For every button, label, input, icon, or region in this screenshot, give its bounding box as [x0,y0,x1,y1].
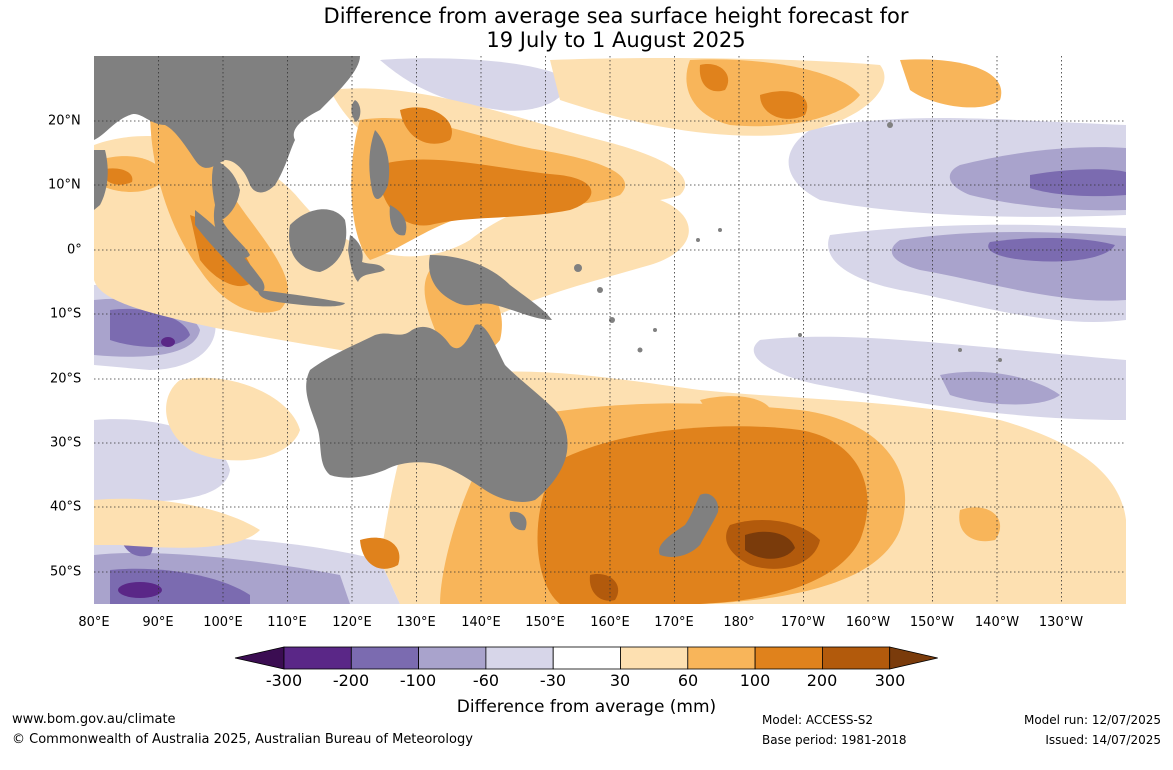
map-panel [94,56,1126,604]
colorbar-tick-label: 30 [609,671,631,690]
lon-label: 100°E [203,615,243,630]
colorbar-segment [350,646,419,670]
lon-label: 120°E [332,615,372,630]
colorbar-tick-label: -200 [332,671,370,690]
colorbar-segment [283,646,352,670]
footer-model-run: Model run: 12/07/2025 [1023,713,1161,727]
colorbar-segment [552,646,621,670]
colorbar-tick-label: -30 [539,671,567,690]
lat-label: 20°S [50,371,82,387]
colorbar-segment [620,646,689,670]
lat-label: 0° [67,242,82,258]
lon-label: 170°W [780,615,826,630]
lon-label: 140°W [974,615,1020,630]
lon-label: 170°E [654,615,694,630]
footer-model: Model: ACCESS-S2 [762,713,874,727]
lat-label: 30°S [50,435,82,451]
lon-label: 140°E [461,615,501,630]
lon-label: 150°W [909,615,955,630]
lon-label: 130°W [1038,615,1084,630]
lat-label: 40°S [50,499,82,515]
lon-label: 80°E [78,615,110,630]
colorbar-tick-label: 200 [806,671,838,690]
lat-label: 10°N [48,177,81,193]
lon-label: 130°E [396,615,436,630]
map-title: Difference from average sea surface heig… [0,4,1173,52]
colorbar-tick-label: -60 [472,671,500,690]
title-line-2: 19 July to 1 August 2025 [486,28,746,52]
footer-copyright: © Commonwealth of Australia 2025, Austra… [12,732,473,747]
lon-label: 160°E [590,615,630,630]
colorbar-tick-label: -300 [265,671,303,690]
lat-label: 50°S [50,564,82,580]
lon-label: 160°W [845,615,891,630]
colorbar-segment [418,646,487,670]
lat-label: 10°S [50,306,82,322]
lon-label: 110°E [267,615,307,630]
colorbar-extend-high [889,646,938,670]
colorbar-title: Difference from average (mm) [456,697,717,717]
colorbar-segment [485,646,554,670]
lat-label: 20°N [48,113,81,129]
colorbar-segment [754,646,823,670]
colorbar-segment [822,646,891,670]
anomaly-dark-purple [110,169,1126,604]
lon-label: 150°E [525,615,565,630]
colorbar-extend-low [234,646,285,670]
colorbar-tick-label: 300 [874,671,906,690]
colorbar [234,646,938,670]
footer-base-period: Base period: 1981-2018 [762,733,907,747]
graticule [94,56,1126,604]
title-line-1: Difference from average sea surface heig… [323,4,909,28]
colorbar-segment [687,646,756,670]
land [94,56,1002,557]
footer-url: www.bom.gov.au/climate [12,712,176,727]
colorbar-tick-label: 60 [677,671,699,690]
colorbar-tick-label: -100 [399,671,437,690]
lon-label: 180° [723,615,755,630]
lon-label: 90°E [142,615,174,630]
anomaly-darkest-brown [745,531,795,559]
colorbar-tick-label: 100 [739,671,771,690]
footer-issued: Issued: 14/07/2025 [1045,733,1161,747]
